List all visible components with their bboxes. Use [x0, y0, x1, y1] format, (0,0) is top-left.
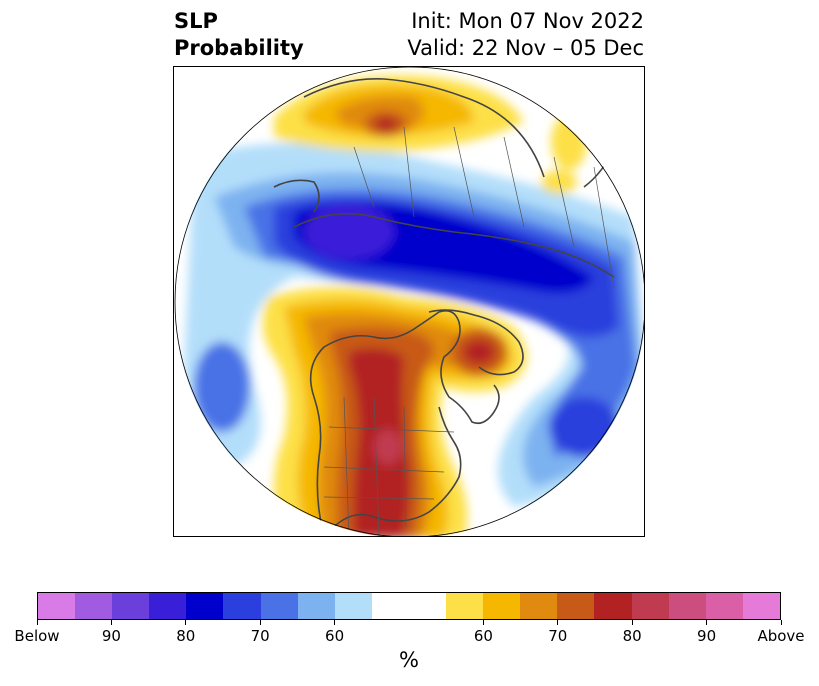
polar-map-svg: [174, 67, 644, 536]
colorbar-tick-mark: [110, 620, 112, 625]
colorbar: [37, 592, 781, 620]
probability-map: [173, 66, 645, 537]
colorbar-tick-label: 60: [325, 627, 345, 645]
colorbar-tick-label: Above: [757, 627, 805, 645]
init-date: Init: Mon 07 Nov 2022: [411, 9, 644, 33]
colorbar-segment: [446, 593, 484, 619]
colorbar-tick-mark: [482, 620, 484, 625]
colorbar-tick-label: 90: [101, 627, 121, 645]
colorbar-segment: [38, 593, 76, 619]
title-variable: SLP: [174, 9, 218, 33]
colorbar-label: %: [399, 648, 419, 672]
colorbar-segment: [186, 593, 224, 619]
colorbar-segment: [334, 593, 372, 619]
title-right: Init: Mon 07 Nov 2022 Valid: 22 Nov – 05…: [407, 8, 644, 62]
colorbar-segment: [520, 593, 558, 619]
colorbar-tick-label: Below: [14, 627, 60, 645]
colorbar-segment: [112, 593, 150, 619]
colorbar-segment: [668, 593, 706, 619]
colorbar-segment: [483, 593, 521, 619]
colorbar-segment: [408, 593, 447, 619]
colorbar-segment: [75, 593, 113, 619]
colorbar-tick-mark: [259, 620, 261, 625]
colorbar-segment: [557, 593, 595, 619]
colorbar-tick-mark: [631, 620, 633, 625]
title-metric: Probability: [174, 36, 304, 60]
colorbar-segment: [742, 593, 780, 619]
colorbar-tick-label: 70: [250, 627, 270, 645]
colorbar-segment: [297, 593, 335, 619]
colorbar-segment: [149, 593, 187, 619]
colorbar-tick-label: 60: [473, 627, 493, 645]
colorbar-tick-mark: [185, 620, 187, 625]
valid-range: Valid: 22 Nov – 05 Dec: [407, 36, 644, 60]
colorbar-tick-label: 70: [548, 627, 568, 645]
colorbar-tick-label: 80: [622, 627, 642, 645]
colorbar-tick-label: 90: [697, 627, 717, 645]
colorbar-tick-mark: [557, 620, 559, 625]
colorbar-segment: [594, 593, 632, 619]
colorbar-segment: [223, 593, 261, 619]
probability-shading: [184, 75, 644, 536]
colorbar-tick-mark: [36, 620, 38, 625]
colorbar-tick-label: 80: [176, 627, 196, 645]
colorbar-segment: [260, 593, 298, 619]
colorbar-segment: [371, 593, 409, 619]
colorbar-segment: [631, 593, 669, 619]
title-left: SLP Probability: [174, 8, 304, 62]
colorbar-segment: [705, 593, 743, 619]
colorbar-tick-mark: [706, 620, 708, 625]
borders: [323, 126, 615, 536]
colorbar-tick-mark: [780, 620, 782, 625]
colorbar-tick-mark: [334, 620, 336, 625]
